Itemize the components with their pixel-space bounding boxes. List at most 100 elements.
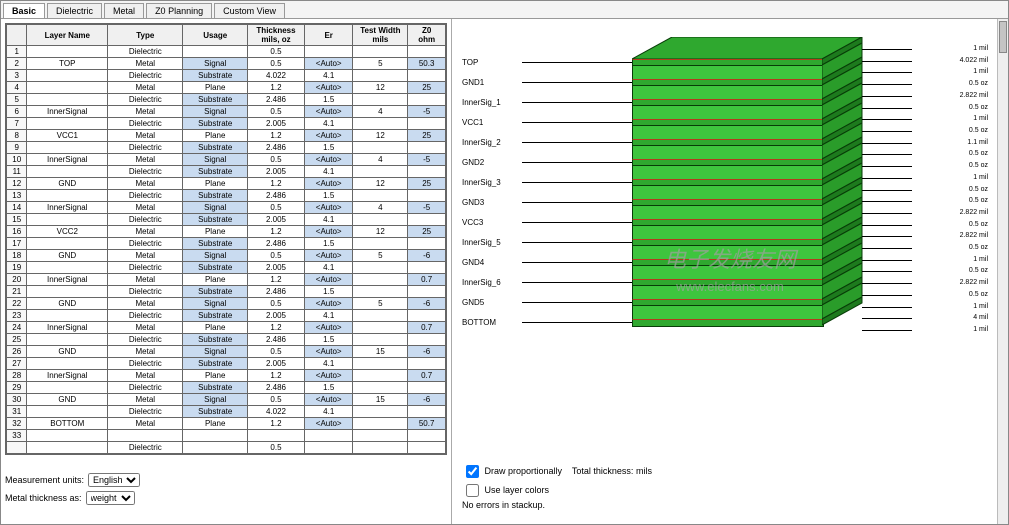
- cell-thick[interactable]: 2.486: [247, 142, 304, 154]
- cell-thick[interactable]: 0.5: [247, 106, 304, 118]
- cell-tw[interactable]: 5: [353, 298, 408, 310]
- cell-tw[interactable]: 5: [353, 58, 408, 70]
- cell-usage[interactable]: Plane: [183, 226, 248, 238]
- cell-n[interactable]: 4: [7, 82, 27, 94]
- cell-thick[interactable]: 2.005: [247, 214, 304, 226]
- measurement-units-select[interactable]: English: [88, 473, 140, 487]
- cell-usage[interactable]: Plane: [183, 82, 248, 94]
- cell-z0[interactable]: [408, 286, 446, 298]
- cell-type[interactable]: Metal: [108, 370, 183, 382]
- cell-tw[interactable]: [353, 442, 408, 454]
- cell-thick[interactable]: 0.5: [247, 58, 304, 70]
- cell-tw[interactable]: [353, 118, 408, 130]
- table-row[interactable]: 14InnerSignalMetalSignal0.5<Auto>4-5: [7, 202, 446, 214]
- cell-n[interactable]: 10: [7, 154, 27, 166]
- cell-name[interactable]: VCC2: [27, 226, 108, 238]
- cell-tw[interactable]: 12: [353, 178, 408, 190]
- cell-er[interactable]: <Auto>: [305, 298, 353, 310]
- table-row[interactable]: 2TOPMetalSignal0.5<Auto>550.3: [7, 58, 446, 70]
- cell-z0[interactable]: -5: [408, 202, 446, 214]
- draw-proportionally-checkbox[interactable]: [466, 465, 479, 478]
- cell-name[interactable]: [27, 406, 108, 418]
- cell-er[interactable]: <Auto>: [305, 202, 353, 214]
- cell-er[interactable]: <Auto>: [305, 418, 353, 430]
- cell-n[interactable]: [7, 442, 27, 454]
- cell-thick[interactable]: 2.005: [247, 310, 304, 322]
- cell-er[interactable]: 1.5: [305, 142, 353, 154]
- cell-name[interactable]: [27, 382, 108, 394]
- cell-er[interactable]: <Auto>: [305, 82, 353, 94]
- cell-z0[interactable]: [408, 334, 446, 346]
- cell-thick[interactable]: 1.2: [247, 322, 304, 334]
- cell-er[interactable]: 4.1: [305, 166, 353, 178]
- cell-usage[interactable]: Plane: [183, 322, 248, 334]
- cell-tw[interactable]: [353, 262, 408, 274]
- cell-name[interactable]: GND: [27, 298, 108, 310]
- cell-er[interactable]: 4.1: [305, 358, 353, 370]
- cell-thick[interactable]: 2.486: [247, 238, 304, 250]
- cell-type[interactable]: Metal: [108, 82, 183, 94]
- cell-usage[interactable]: Substrate: [183, 190, 248, 202]
- cell-usage[interactable]: Substrate: [183, 310, 248, 322]
- cell-er[interactable]: [305, 442, 353, 454]
- cell-thick[interactable]: 2.486: [247, 94, 304, 106]
- cell-z0[interactable]: [408, 166, 446, 178]
- cell-er[interactable]: <Auto>: [305, 370, 353, 382]
- cell-name[interactable]: InnerSignal: [27, 274, 108, 286]
- cell-usage[interactable]: Signal: [183, 154, 248, 166]
- table-row[interactable]: 9DielectricSubstrate2.4861.5: [7, 142, 446, 154]
- cell-z0[interactable]: [408, 46, 446, 58]
- cell-type[interactable]: Metal: [108, 346, 183, 358]
- cell-z0[interactable]: [408, 238, 446, 250]
- table-row[interactable]: 1Dielectric0.5: [7, 46, 446, 58]
- cell-n[interactable]: 6: [7, 106, 27, 118]
- cell-usage[interactable]: Plane: [183, 274, 248, 286]
- cell-thick[interactable]: 1.2: [247, 130, 304, 142]
- cell-er[interactable]: <Auto>: [305, 274, 353, 286]
- cell-usage[interactable]: [183, 430, 248, 442]
- cell-type[interactable]: Dielectric: [108, 382, 183, 394]
- table-row[interactable]: 21DielectricSubstrate2.4861.5: [7, 286, 446, 298]
- cell-er[interactable]: <Auto>: [305, 178, 353, 190]
- cell-usage[interactable]: Substrate: [183, 238, 248, 250]
- cell-thick[interactable]: 2.005: [247, 262, 304, 274]
- cell-tw[interactable]: 4: [353, 202, 408, 214]
- cell-tw[interactable]: [353, 142, 408, 154]
- cell-thick[interactable]: 4.022: [247, 70, 304, 82]
- cell-type[interactable]: Metal: [108, 250, 183, 262]
- cell-name[interactable]: InnerSignal: [27, 154, 108, 166]
- cell-name[interactable]: [27, 310, 108, 322]
- cell-type[interactable]: Metal: [108, 274, 183, 286]
- cell-z0[interactable]: 0.7: [408, 322, 446, 334]
- cell-name[interactable]: [27, 142, 108, 154]
- cell-type[interactable]: Dielectric: [108, 166, 183, 178]
- cell-thick[interactable]: 2.486: [247, 190, 304, 202]
- cell-usage[interactable]: [183, 442, 248, 454]
- cell-usage[interactable]: Substrate: [183, 70, 248, 82]
- cell-z0[interactable]: -5: [408, 106, 446, 118]
- cell-thick[interactable]: 4.022: [247, 406, 304, 418]
- cell-thick[interactable]: 1.2: [247, 226, 304, 238]
- cell-name[interactable]: TOP: [27, 58, 108, 70]
- cell-type[interactable]: Metal: [108, 298, 183, 310]
- cell-z0[interactable]: [408, 190, 446, 202]
- cell-type[interactable]: Dielectric: [108, 310, 183, 322]
- table-row[interactable]: 16VCC2MetalPlane1.2<Auto>1225: [7, 226, 446, 238]
- cell-usage[interactable]: Substrate: [183, 94, 248, 106]
- cell-tw[interactable]: [353, 310, 408, 322]
- table-row[interactable]: 33: [7, 430, 446, 442]
- cell-usage[interactable]: Signal: [183, 58, 248, 70]
- cell-name[interactable]: InnerSignal: [27, 370, 108, 382]
- cell-thick[interactable]: 1.2: [247, 370, 304, 382]
- cell-tw[interactable]: [353, 166, 408, 178]
- cell-name[interactable]: [27, 214, 108, 226]
- cell-er[interactable]: [305, 46, 353, 58]
- cell-er[interactable]: 1.5: [305, 94, 353, 106]
- cell-type[interactable]: Metal: [108, 394, 183, 406]
- cell-thick[interactable]: 0.5: [247, 154, 304, 166]
- cell-thick[interactable]: 1.2: [247, 82, 304, 94]
- cell-n[interactable]: 2: [7, 58, 27, 70]
- cell-type[interactable]: Dielectric: [108, 70, 183, 82]
- cell-n[interactable]: 7: [7, 118, 27, 130]
- cell-usage[interactable]: Substrate: [183, 358, 248, 370]
